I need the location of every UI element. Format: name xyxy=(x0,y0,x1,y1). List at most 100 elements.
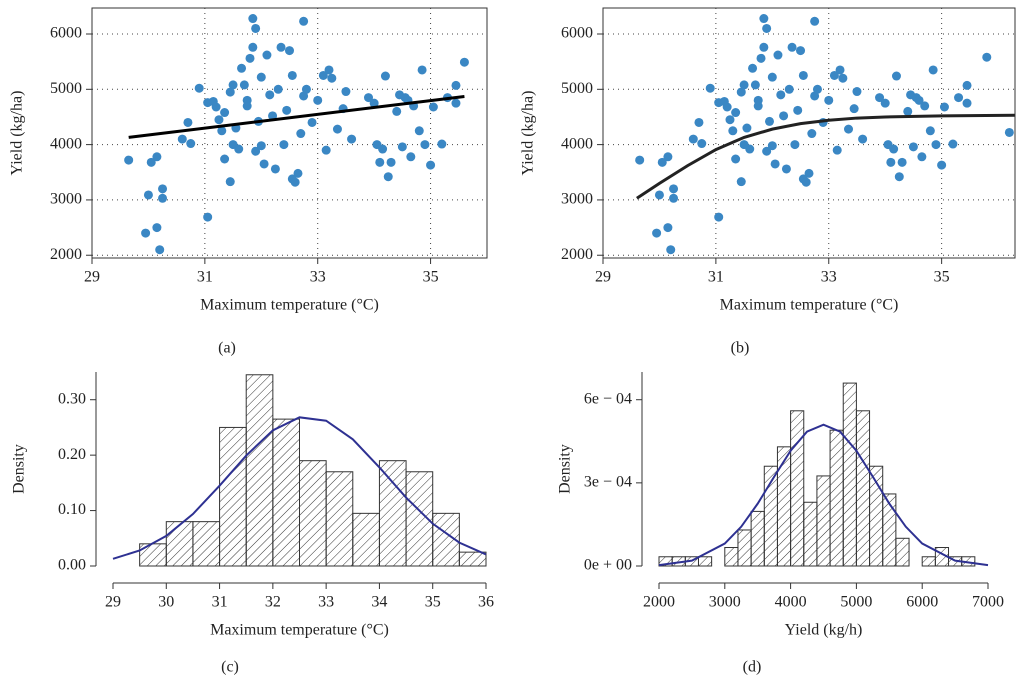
x-tick-label: 29 xyxy=(84,269,100,286)
scatter-point xyxy=(459,57,469,67)
histogram-bar xyxy=(803,501,818,567)
histogram-bar xyxy=(882,493,897,567)
scatter-point xyxy=(835,65,845,75)
scatter-point xyxy=(779,111,789,121)
x-tick-label: 29 xyxy=(595,269,611,286)
scatter-point xyxy=(225,177,235,187)
scatter-point xyxy=(736,177,746,187)
y-axis-label: Yield (kg/ha) xyxy=(520,91,537,176)
scatter-point xyxy=(852,87,862,97)
x-axis-label: Maximum temperature (°C) xyxy=(720,297,899,314)
scatter-point xyxy=(781,164,791,174)
y-tick-label: 0.30 xyxy=(58,390,86,407)
scatter-point xyxy=(327,73,337,83)
panel-label: (d) xyxy=(743,659,762,676)
scatter-point xyxy=(341,87,351,97)
histogram-bar xyxy=(855,410,871,567)
scatter-point xyxy=(917,152,927,162)
scatter-point xyxy=(663,152,673,162)
scatter-point xyxy=(245,53,255,63)
y-tick-label: 0e + 00 xyxy=(584,557,632,574)
scatter-point xyxy=(225,87,235,97)
histogram-bar xyxy=(737,529,752,567)
x-tick-label: 4000 xyxy=(775,594,807,611)
histogram-bar xyxy=(378,460,407,567)
scatter-point xyxy=(214,115,224,125)
scatter-point xyxy=(364,93,373,103)
fit-line xyxy=(128,95,465,139)
panel-label: (b) xyxy=(731,340,750,357)
scatter-point xyxy=(437,139,447,149)
scatter-point xyxy=(152,152,162,162)
scatter-point xyxy=(886,157,896,167)
scatter-point xyxy=(920,101,930,111)
scatter-point xyxy=(894,172,904,182)
scatter-point xyxy=(451,80,461,90)
plot-frame xyxy=(91,7,488,259)
scatter-point xyxy=(265,90,275,100)
scatter-point xyxy=(790,140,800,150)
scatter-point xyxy=(844,124,854,134)
scatter-point xyxy=(962,80,972,90)
scatter-point xyxy=(657,157,667,167)
density-curve xyxy=(658,423,989,567)
scatter-point xyxy=(251,146,261,156)
scatter-point xyxy=(347,134,357,144)
scatter-point xyxy=(282,105,292,115)
scatter-point xyxy=(903,106,913,116)
scatter-point xyxy=(313,95,323,105)
scatter-point xyxy=(756,53,766,63)
scatter-point xyxy=(299,16,309,26)
scatter-point xyxy=(152,223,162,233)
scatter-point xyxy=(801,177,811,187)
scatter-point xyxy=(948,139,958,149)
scatter-point xyxy=(954,93,964,103)
y-tick-label: 3000 xyxy=(50,191,82,208)
histogram-bar xyxy=(219,426,247,567)
x-axis-label: Maximum temperature (°C) xyxy=(200,297,379,314)
x-tick-label: 7000 xyxy=(972,594,1004,611)
scatter-point xyxy=(928,65,938,75)
scatter-point xyxy=(889,144,899,154)
scatter-point xyxy=(688,134,698,144)
scatter-point xyxy=(428,102,438,112)
histogram-bar xyxy=(776,446,792,567)
scatter-point xyxy=(380,71,390,81)
x-tick-label: 5000 xyxy=(840,594,872,611)
histogram-bar xyxy=(750,510,765,567)
scatter-point xyxy=(666,245,676,255)
scatter-point xyxy=(256,141,266,151)
y-tick-label: 5000 xyxy=(50,80,82,97)
scatter-point xyxy=(239,80,249,90)
scatter-point xyxy=(332,124,342,134)
histogram-bar xyxy=(829,429,844,567)
x-tick-label: 33 xyxy=(821,269,837,286)
scatter-point xyxy=(767,72,777,82)
y-tick-label: 6e − 04 xyxy=(584,390,632,407)
x-axis-label: Maximum temperature (°C) xyxy=(210,622,389,639)
scatter-point xyxy=(669,184,679,194)
scatter-point xyxy=(787,42,797,52)
histogram-bar xyxy=(724,547,739,567)
scatter-point xyxy=(451,98,461,108)
scatter-point xyxy=(259,159,269,169)
y-tick-label: 0.00 xyxy=(58,557,86,574)
scatter-point xyxy=(669,193,679,203)
scatter-point xyxy=(875,93,885,103)
scatter-point xyxy=(256,72,266,82)
scatter-point xyxy=(770,159,780,169)
scatter-point xyxy=(939,102,949,112)
scatter-point xyxy=(654,190,664,200)
x-tick-label: 3000 xyxy=(709,594,741,611)
scatter-point xyxy=(1004,127,1014,137)
scatter-point xyxy=(728,126,738,136)
y-tick-label: 4000 xyxy=(50,135,82,152)
panel-label: (a) xyxy=(218,340,236,357)
scatter-point xyxy=(937,160,947,170)
y-tick-label: 5000 xyxy=(561,80,593,97)
scatter-point xyxy=(812,84,822,94)
scatter-point xyxy=(739,80,749,90)
scatter-point xyxy=(203,212,213,222)
